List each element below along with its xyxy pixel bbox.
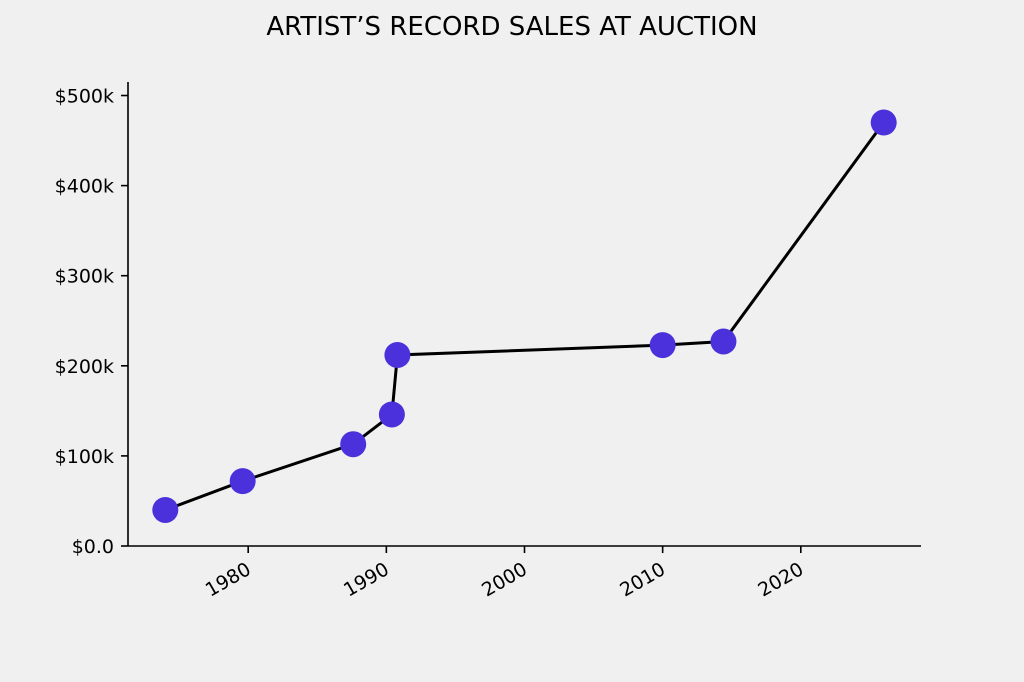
y-tick-label: $0.0: [72, 536, 114, 558]
data-point: [649, 332, 676, 359]
x-tick-label: 2020: [754, 558, 807, 601]
x-tick-label: 2010: [616, 558, 669, 601]
data-point: [152, 496, 179, 523]
data-point: [384, 341, 411, 368]
series-layer: [152, 109, 897, 523]
y-tick-label: $300k: [55, 266, 114, 288]
x-axis: 1980 1990 2000 2010 2020: [128, 545, 921, 602]
data-point: [870, 109, 897, 136]
y-tick-label: $200k: [55, 356, 114, 378]
y-tick-label: $400k: [55, 176, 114, 198]
x-tick-label: 2000: [478, 558, 531, 601]
series-line: [164, 121, 885, 512]
x-tick-label: 1990: [340, 558, 393, 601]
chart-title: ARTIST’S RECORD SALES AT AUCTION: [266, 12, 757, 42]
y-tick-label: $500k: [55, 86, 114, 108]
y-tick-label: $100k: [55, 446, 114, 468]
data-point: [229, 468, 256, 495]
x-tick-label: 1980: [202, 558, 255, 601]
y-axis: $0.0 $100k $200k $300k $400k $500k: [55, 82, 129, 558]
data-point: [378, 401, 405, 428]
data-point: [710, 328, 737, 355]
data-point: [340, 431, 367, 458]
